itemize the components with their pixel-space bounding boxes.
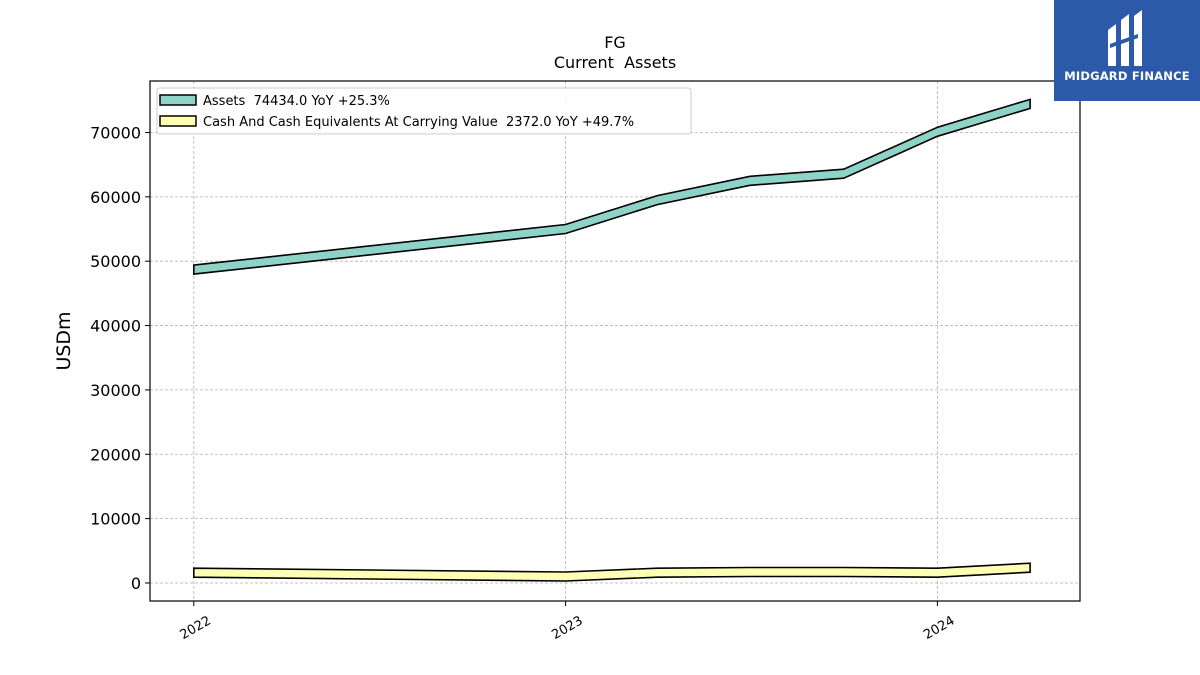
brand-logo: MIDGARD FINANCE	[1054, 0, 1200, 101]
grid	[150, 81, 1080, 601]
y-axis: 0 10000 20000 30000 40000 50000 60000 70000	[90, 123, 150, 593]
legend-label: Assets 74434.0 YoY +25.3%	[203, 94, 390, 109]
legend: Assets 74434.0 YoY +25.3% Cash And Cash E…	[156, 87, 692, 135]
series-band-2	[193, 562, 1031, 582]
legend-swatch	[159, 94, 197, 106]
x-tick-label: 2024	[921, 613, 957, 643]
y-tick-label: 60000	[90, 188, 141, 207]
legend-swatch	[159, 115, 197, 127]
y-tick-label: 0	[131, 574, 141, 593]
y-tick-label: 70000	[90, 123, 141, 142]
x-axis: 2022 2023 2024	[178, 601, 957, 643]
logo-mark-icon	[1108, 10, 1142, 66]
series-layer	[193, 98, 1031, 582]
x-tick-label: 2023	[549, 613, 585, 643]
y-tick-label: 50000	[90, 252, 141, 271]
legend-label: Cash And Cash Equivalents At Carrying Va…	[203, 115, 634, 130]
chart-title: FG	[604, 33, 626, 52]
y-tick-label: 10000	[90, 510, 141, 529]
series-band-1	[193, 98, 1031, 275]
y-tick-label: 40000	[90, 317, 141, 336]
y-tick-label: 30000	[90, 381, 141, 400]
legend-box	[156, 87, 692, 135]
x-tick-label: 2022	[178, 613, 214, 643]
logo-text: MIDGARD FINANCE	[1064, 69, 1190, 83]
plot-frame	[149, 80, 1081, 602]
y-axis-label: USDm	[53, 311, 75, 370]
chart-subtitle: Current Assets	[554, 53, 676, 72]
y-tick-label: 20000	[90, 445, 141, 464]
